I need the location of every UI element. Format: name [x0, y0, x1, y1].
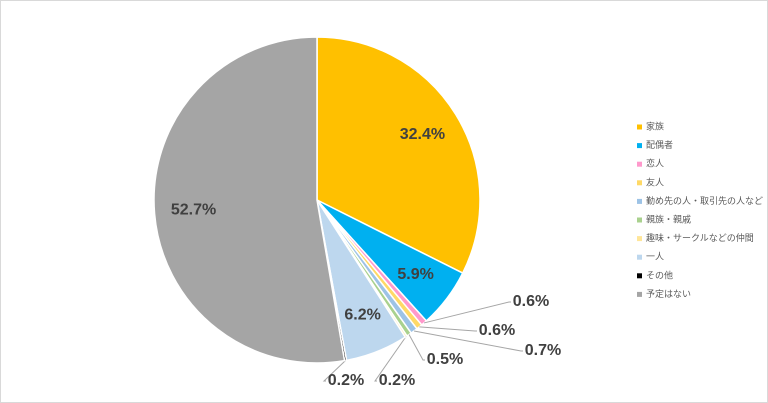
data-label: 0.2% — [379, 372, 415, 389]
data-label: 0.2% — [328, 372, 364, 389]
legend-label: 恋人 — [646, 158, 664, 170]
leader-line — [322, 360, 346, 382]
legend-label: 家族 — [646, 121, 664, 133]
data-label: 0.6% — [513, 293, 549, 310]
leader-line — [423, 301, 511, 324]
pie-slice — [316, 36, 481, 275]
data-label: 52.7% — [171, 202, 216, 219]
data-label: 0.7% — [525, 342, 561, 359]
legend-label: 趣味・サークルなどの仲間 — [646, 232, 754, 244]
data-label: 5.9% — [397, 266, 433, 283]
legend-label: 親族・親戚 — [646, 214, 691, 226]
legend-label: 勤め先の人・取引先の人など — [646, 195, 763, 207]
leader-line — [419, 326, 477, 332]
data-label: 32.4% — [400, 126, 445, 143]
data-label: 6.2% — [344, 306, 380, 323]
legend-label: 予定はない — [646, 288, 691, 300]
legend-label: 配偶者 — [646, 139, 673, 151]
leader-line — [408, 334, 425, 361]
legend-label: 一人 — [646, 252, 664, 263]
legend-swatch — [637, 217, 642, 223]
legend-swatch — [637, 180, 642, 186]
legend-swatch — [637, 143, 642, 149]
pie-slice — [153, 36, 346, 364]
leader-line — [413, 330, 523, 352]
legend-swatch — [637, 254, 642, 260]
legend-label: 友人 — [646, 176, 664, 188]
legend-label: その他 — [646, 269, 673, 281]
data-label: 0.6% — [479, 322, 515, 339]
leader-line — [374, 336, 407, 382]
legend-swatch — [637, 198, 642, 204]
legend-swatch — [637, 236, 642, 242]
legend-swatch — [637, 273, 642, 279]
data-label: 0.5% — [427, 351, 463, 368]
legend-swatch — [637, 124, 642, 130]
legend-swatch — [637, 161, 642, 167]
legend-swatch — [637, 291, 642, 297]
